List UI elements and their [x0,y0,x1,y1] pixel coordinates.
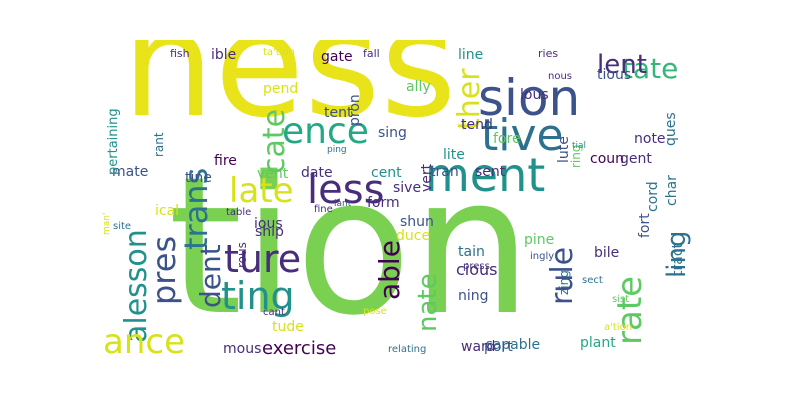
word-69: vent [257,166,289,182]
word-60: tran [430,164,459,180]
word-40: char [664,175,680,206]
word-42: coun [590,151,625,167]
word-79: fish [170,47,190,60]
word-54: pend [263,81,299,97]
word-49: fore [493,131,521,147]
word-6: less [307,167,385,213]
word-37: fort [637,213,653,238]
word-5: tive [481,110,564,161]
word-82: ries [538,47,559,60]
word-32: cious [456,260,498,279]
word-3: ment [425,148,546,202]
word-91: press [463,261,490,272]
word-46: lous [520,87,549,103]
word-78: pertaining [106,108,121,175]
word-75: ship [255,224,284,240]
word-81: fall [363,47,380,60]
word-93: zing [557,270,571,295]
word-63: sive [393,180,422,196]
word-1: tion [168,136,532,357]
word-36: bile [594,245,620,261]
word-88: lant [334,199,352,209]
word-66: shun [400,214,434,230]
word-76: rous [235,242,249,268]
word-45: tious [597,67,632,83]
word-65: form [367,195,400,211]
word-39: cord [645,181,661,212]
word-59: lite [443,147,465,163]
word-89: site [113,221,132,232]
word-33: ning [458,288,489,304]
word-24: lent [597,50,647,80]
word-73: ical [155,203,180,219]
word-29: ward [461,339,496,355]
word-62: cent [371,165,402,181]
word-64: vert [419,163,435,192]
word-80: ta'tion [263,47,295,58]
word-50: tend [461,117,493,133]
word-71: mate [112,164,149,180]
word-51: line [458,47,484,63]
word-95: sist [612,294,630,305]
word-98: pose [363,306,387,317]
word-10: ting [221,274,295,318]
word-25: exercise [262,338,337,359]
word-74: ious [254,216,283,232]
word-94: sect [582,275,603,286]
word-99: relating [388,344,427,355]
word-57: pron [347,94,363,126]
word-28: port [484,339,513,355]
word-68: fire [214,153,237,169]
word-27: plant [580,335,616,351]
word-67: duce [396,228,431,244]
word-31: tude [272,319,304,335]
word-41: gent [620,151,652,167]
word-26: capable [485,337,541,353]
word-90: man' [102,212,112,235]
word-7: late [229,171,294,211]
word-43: note [634,131,666,147]
word-86: table [226,207,252,218]
word-52: ally [406,79,431,95]
word-cloud: tion ness ment sion tive less late ence ture ting… [100,40,702,360]
word-53: gate [321,49,353,65]
word-77: rant [152,132,166,157]
word-61: sent [475,164,506,180]
word-92: ingly [530,251,555,262]
word-8: ence [282,111,369,152]
word-18: nate [413,273,443,332]
word-38: tract [670,242,686,276]
word-87: fine [314,204,333,215]
word-20: rate [610,275,650,345]
word-4: sion [478,69,581,127]
word-9: ture [224,237,302,281]
word-83: nous [548,71,573,82]
word-15: cate [257,108,292,174]
word-56: tent [324,105,353,121]
word-30: mous [223,341,262,357]
word-2: ness [122,40,457,150]
word-22: tate [622,52,679,85]
word-16: dent [194,244,227,308]
word-14: pres [145,235,183,305]
word-44: ques [663,112,679,146]
word-17: able [373,240,406,300]
word-35: pine [524,232,555,248]
word-96: a'tion [604,322,633,333]
word-13: ance [103,322,185,360]
word-85: tial [572,141,587,151]
word-84: ping [327,145,347,155]
word-58: sing [378,125,407,141]
word-34: tain [458,244,485,260]
word-55: ible [211,47,237,63]
word-70: date [301,165,333,181]
word-97: cant [263,307,285,318]
word-72: tine [185,170,212,186]
